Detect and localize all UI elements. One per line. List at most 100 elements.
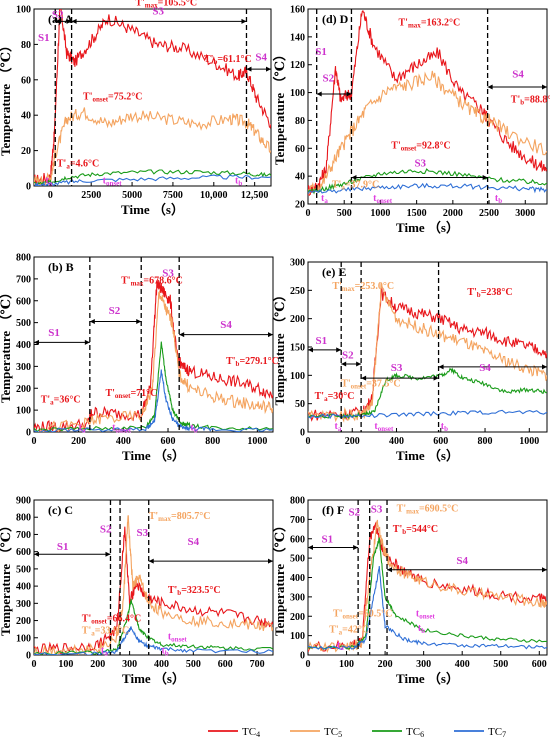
y-tick-label: 40 (21, 111, 31, 122)
y-tick-label: 0 (26, 182, 31, 193)
annotation-label: tonset (374, 421, 394, 433)
arrow-head (351, 175, 357, 181)
annotation-label: ta (321, 193, 328, 205)
plot-frame (307, 8, 548, 205)
panel-label: (b) B (48, 260, 74, 274)
y-tick-label: 500 (16, 564, 31, 575)
series-group (308, 10, 547, 196)
stage-label: S3 (391, 362, 403, 374)
x-axis-label: Time （s） (122, 671, 185, 686)
annotation-label: tb (161, 645, 168, 657)
series-line-TC6 (308, 367, 547, 420)
y-tick-label: 20 (295, 200, 305, 211)
stage-label: S2 (52, 9, 64, 21)
stage-label: S4 (512, 68, 524, 80)
panel-label: (e) E (322, 265, 346, 279)
y-tick-label: 100 (16, 5, 31, 16)
annotation-label: T'onset=71°C (105, 388, 157, 400)
series-line-TC6 (34, 598, 273, 655)
x-tick-label: 1000 (370, 208, 390, 219)
series-line-TC4 (34, 9, 271, 186)
annotation-label: T'b=238°C (467, 287, 512, 299)
arrow-head (148, 558, 154, 564)
y-axis-label: Temperature （℃） (272, 519, 287, 636)
series-group (308, 519, 547, 653)
annotation-label: T'b=323.5°C (168, 585, 221, 597)
annotation-label: T'max=163.2°C (399, 18, 461, 30)
annotation-label: T'max=805.7°C (149, 511, 211, 523)
arrow-head (353, 544, 359, 550)
stage-label: S2 (100, 524, 112, 536)
series-line-TC6 (34, 341, 273, 432)
annotation-label: tonset (112, 422, 132, 434)
annotation-label: T'b=61.1°C (204, 54, 252, 66)
stage-label: S3 (162, 268, 174, 280)
plot-frame (307, 261, 548, 433)
annotation-label: T'onset=50.5°C (333, 608, 392, 620)
x-axis-label: Time （s） (396, 671, 459, 686)
arrow-head (542, 364, 547, 370)
x-tick-label: 400 (154, 659, 169, 670)
x-tick-label: 100 (339, 659, 354, 670)
series-line-TC6 (308, 168, 547, 195)
arrow-head (308, 347, 313, 353)
x-tick-label: 600 (218, 659, 233, 670)
y-tick-label: 400 (16, 340, 31, 351)
arrow-head (66, 18, 72, 24)
x-tick-label: 600 (532, 659, 547, 670)
arrow-head (336, 347, 342, 353)
arrow-head (341, 361, 347, 367)
x-axis-label: Time （s） (396, 448, 459, 463)
annotation-label: T'a=37.9°C (332, 179, 379, 191)
series-line-TC7 (34, 174, 271, 186)
x-tick-label: 800 (205, 436, 220, 447)
x-tick-label: 0 (306, 659, 311, 670)
stage-label: S1 (57, 541, 69, 553)
stage-label: S3 (137, 527, 149, 539)
x-tick-label: 0 (306, 436, 311, 447)
y-axis-label: Temperature （℃） (0, 39, 13, 156)
arrow-head (34, 339, 39, 345)
y-tick-label: 80 (295, 116, 305, 127)
y-tick-label: 300 (16, 599, 31, 610)
y-axis-label: Temperature （℃） (0, 519, 13, 636)
panel-a: 0 20 40 60 80 100 0 2500 5000 7500 10,000 12,500 Tim… (0, 0, 272, 217)
y-tick-label: 600 (16, 296, 31, 307)
series-group (308, 282, 547, 423)
arrow-head (542, 567, 547, 573)
series-line-TC6 (308, 537, 547, 650)
x-tick-label: 300 (122, 659, 137, 670)
panel-c: 0 100 200 300 400 500 600 700 800 900 0 100 200 300 40… (0, 496, 274, 686)
y-tick-label: 700 (16, 530, 31, 541)
arrow-head (136, 319, 142, 325)
y-tick-label: 600 (16, 547, 31, 558)
annotation-label: ta (45, 175, 52, 187)
x-tick-label: 600 (161, 436, 176, 447)
x-tick-label: 700 (250, 659, 265, 670)
series-line-TC7 (308, 182, 547, 195)
annotation-label: T'onset=92.8°C (391, 140, 450, 152)
y-tick-label: 400 (290, 573, 305, 584)
series-line-TC7 (308, 409, 547, 420)
arrow-head (266, 66, 271, 72)
arrow-head (438, 364, 444, 370)
panel-label: (a) A (48, 12, 73, 26)
arrow-head (55, 18, 61, 24)
x-tick-label: 3000 (515, 208, 535, 219)
x-tick-label: 0 (306, 208, 311, 219)
y-tick-label: 800 (16, 513, 31, 524)
stage-label: S2 (348, 507, 360, 519)
legend-label-TC7: TC7 (488, 726, 506, 739)
annotation-label: tonset (168, 632, 188, 644)
x-tick-label: 10,000 (200, 190, 228, 201)
stage-label: S1 (315, 46, 327, 58)
y-tick-label: 100 (16, 406, 31, 417)
x-tick-label: 7500 (163, 190, 183, 201)
annotation-label: T'max=105.5°C (135, 0, 197, 9)
stage-label: S1 (38, 32, 50, 44)
legend-label-TC6: TC6 (406, 726, 424, 739)
annotation-label: ta (335, 421, 342, 433)
y-tick-label: 100 (290, 371, 305, 382)
arrow-head (308, 544, 313, 550)
y-tick-label: 200 (16, 384, 31, 395)
